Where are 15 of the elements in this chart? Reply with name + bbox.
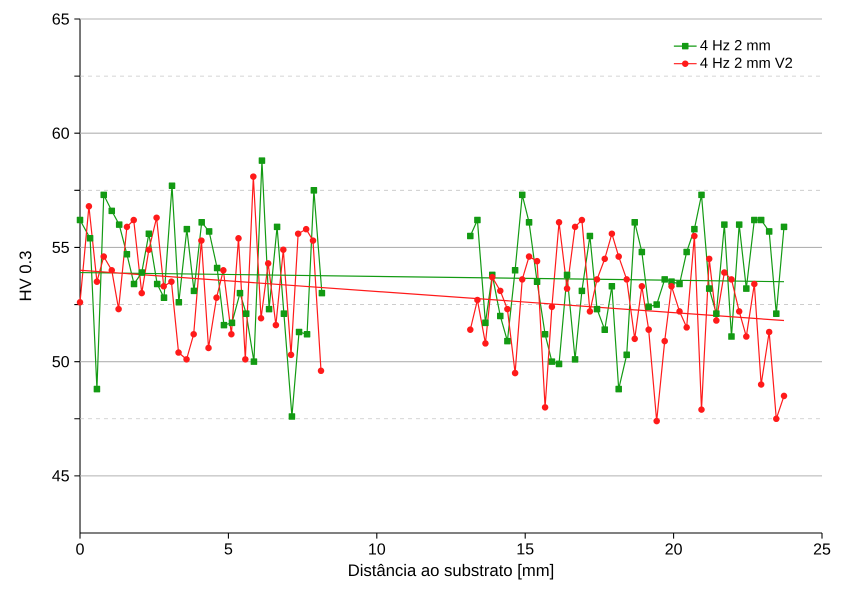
legend-label: 4 Hz 2 mm V2	[700, 58, 792, 68]
y-tick-label: 55	[52, 242, 69, 254]
x-tick-label: 10	[369, 543, 386, 555]
x-tick-label: 0	[76, 543, 84, 555]
y-tick-label: 65	[52, 13, 69, 25]
y-axis-title: HV 0.3	[19, 251, 32, 300]
x-tick-label: 20	[665, 543, 682, 555]
y-tick-label: 60	[52, 128, 69, 139]
x-tick-label: 25	[814, 543, 830, 555]
y-tick-label: 50	[52, 356, 69, 368]
x-tick-label: 15	[518, 543, 534, 555]
y-tick-label: 45	[52, 470, 69, 482]
x-axis-title: Distância ao substrato [mm]	[349, 564, 554, 580]
legend-label: 4 Hz 2 mm	[700, 40, 770, 50]
x-tick-label: 5	[224, 543, 232, 555]
